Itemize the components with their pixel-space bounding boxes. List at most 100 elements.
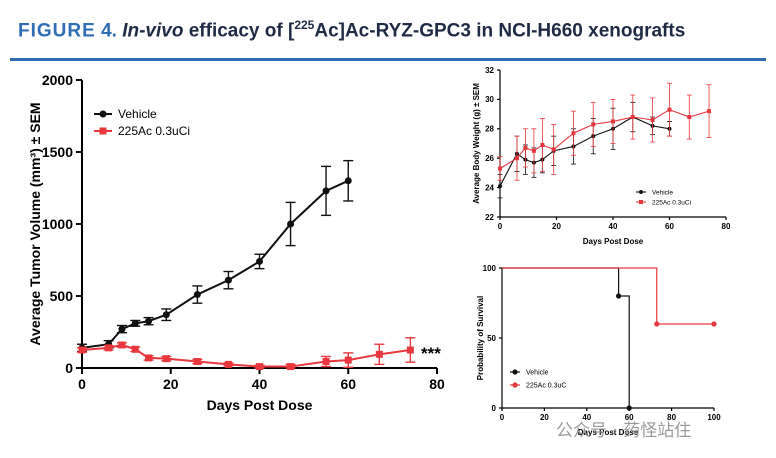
- figure-separator: .: [111, 20, 117, 42]
- data-point: [344, 356, 352, 364]
- data-point: [256, 257, 263, 265]
- y-axis-label: Average Body Weight (g) ± SEM: [472, 83, 481, 204]
- figure-label: FIGURE: [18, 20, 96, 42]
- data-point: [687, 115, 692, 120]
- data-point: [162, 311, 170, 319]
- series-line-vehicle: [81, 179, 349, 349]
- data-point: [131, 319, 139, 327]
- y-tick-label: 30: [485, 95, 494, 104]
- body-weight-chart: 0 20 40 60 80 22 24 26 28 30 32 Days Post Dose Avera…: [472, 66, 731, 246]
- legend-label: Vehicle: [526, 369, 549, 376]
- y-tick-label: 1500: [42, 144, 73, 160]
- watermark: 公众号 · 药怪站住: [556, 421, 692, 441]
- data-point: [551, 147, 556, 152]
- y-tick-label: 50: [487, 334, 496, 343]
- legend-label: 225Ac 0.3uCi: [652, 199, 691, 206]
- data-point: [375, 350, 383, 358]
- y-tick-label: 500: [50, 288, 74, 304]
- x-tick-label: 20: [540, 413, 549, 422]
- data-point: [630, 115, 635, 120]
- data-point: [287, 363, 295, 371]
- series-line-treated: [502, 267, 714, 325]
- data-point: [193, 291, 201, 299]
- x-tick-label: 20: [552, 222, 561, 231]
- data-point: [131, 345, 139, 353]
- data-point: [498, 166, 502, 171]
- data-point: [540, 142, 545, 147]
- y-tick-label: 100: [483, 264, 497, 273]
- x-tick-label: 80: [722, 222, 731, 231]
- legend-label: 225Ac 0.3uCi: [118, 124, 190, 138]
- data-point: [616, 293, 622, 299]
- title-part1: efficacy of [: [188, 20, 295, 42]
- data-point: [650, 117, 655, 122]
- data-point: [287, 220, 295, 228]
- legend-marker: [639, 200, 643, 204]
- data-point: [531, 148, 536, 153]
- data-point: [344, 177, 352, 185]
- series-line-treated: [499, 109, 710, 169]
- y-axis-label: Probability of Survival: [476, 296, 485, 380]
- y-tick-label: 0: [65, 360, 73, 376]
- data-point: [256, 363, 263, 371]
- tumor-volume-chart: 0 20 40 60 80 0 500 1000 1500 2000 Days Post Dose A…: [27, 72, 445, 413]
- x-tick-label: 0: [500, 413, 505, 422]
- data-point: [571, 131, 576, 136]
- x-tick-label: 20: [163, 376, 179, 392]
- data-point: [145, 317, 153, 325]
- data-point: [523, 145, 528, 150]
- x-tick-label: 0: [498, 222, 503, 231]
- series-line-treated: [81, 343, 411, 368]
- x-tick-label: 80: [429, 376, 445, 392]
- legend-marker: [639, 190, 643, 194]
- data-point: [654, 321, 660, 327]
- survival-chart: 0 20 40 60 80 100 0 50 100 Days Post Dose Probabil…: [476, 264, 721, 437]
- y-tick-label: 0: [492, 404, 497, 413]
- y-tick-label: 28: [485, 125, 494, 134]
- title-part2: Ac]Ac-RYZ-GPC3 in NCI-H660 xenografts: [314, 20, 686, 42]
- data-point: [224, 276, 232, 284]
- x-tick-label: 60: [340, 376, 356, 392]
- data-point: [667, 107, 672, 112]
- y-tick-label: 22: [485, 213, 494, 222]
- x-tick-label: 40: [582, 413, 591, 422]
- legend-marker: [512, 382, 518, 388]
- x-tick-label: 40: [609, 222, 618, 231]
- data-point: [118, 325, 126, 333]
- x-axis-label: Days Post Dose: [578, 428, 639, 437]
- legend-marker: [99, 110, 107, 118]
- data-point: [626, 405, 632, 411]
- x-tick-label: 60: [625, 413, 634, 422]
- data-point: [611, 119, 615, 124]
- y-tick-label: 32: [485, 66, 494, 75]
- data-point: [193, 358, 201, 366]
- data-point: [711, 321, 717, 327]
- data-point: [322, 187, 330, 195]
- figure-title: FIGURE 4. In-vivo efficacy of [225Ac]Ac-…: [18, 18, 758, 52]
- data-point: [224, 360, 232, 368]
- title-italic: In-vivo: [122, 20, 184, 42]
- legend-marker: [99, 127, 107, 135]
- y-axis-label: Average Tumor Volume (mm³) ± SEM: [27, 102, 43, 345]
- y-tick-label: 2000: [42, 72, 73, 88]
- title-divider: [10, 58, 766, 61]
- data-point: [162, 355, 170, 363]
- data-point: [145, 354, 153, 362]
- x-tick-label: 0: [78, 376, 86, 392]
- y-tick-label: 24: [485, 183, 494, 192]
- x-tick-label: 40: [252, 376, 268, 392]
- legend-label: Vehicle: [118, 107, 157, 121]
- data-point: [591, 122, 596, 127]
- y-tick-label: 1000: [42, 216, 73, 232]
- x-axis-label: Days Post Dose: [207, 397, 313, 413]
- significance-annotation: ***: [421, 344, 441, 363]
- data-point: [707, 109, 712, 114]
- y-tick-label: 26: [485, 154, 494, 163]
- legend-label: Vehicle: [652, 189, 673, 196]
- data-point: [406, 346, 414, 354]
- legend-label: 225Ac 0.3uC: [526, 382, 566, 389]
- x-tick-label: 100: [707, 413, 721, 422]
- data-point: [118, 341, 126, 349]
- x-tick-label: 80: [667, 413, 676, 422]
- x-axis-label: Days Post Dose: [583, 237, 644, 246]
